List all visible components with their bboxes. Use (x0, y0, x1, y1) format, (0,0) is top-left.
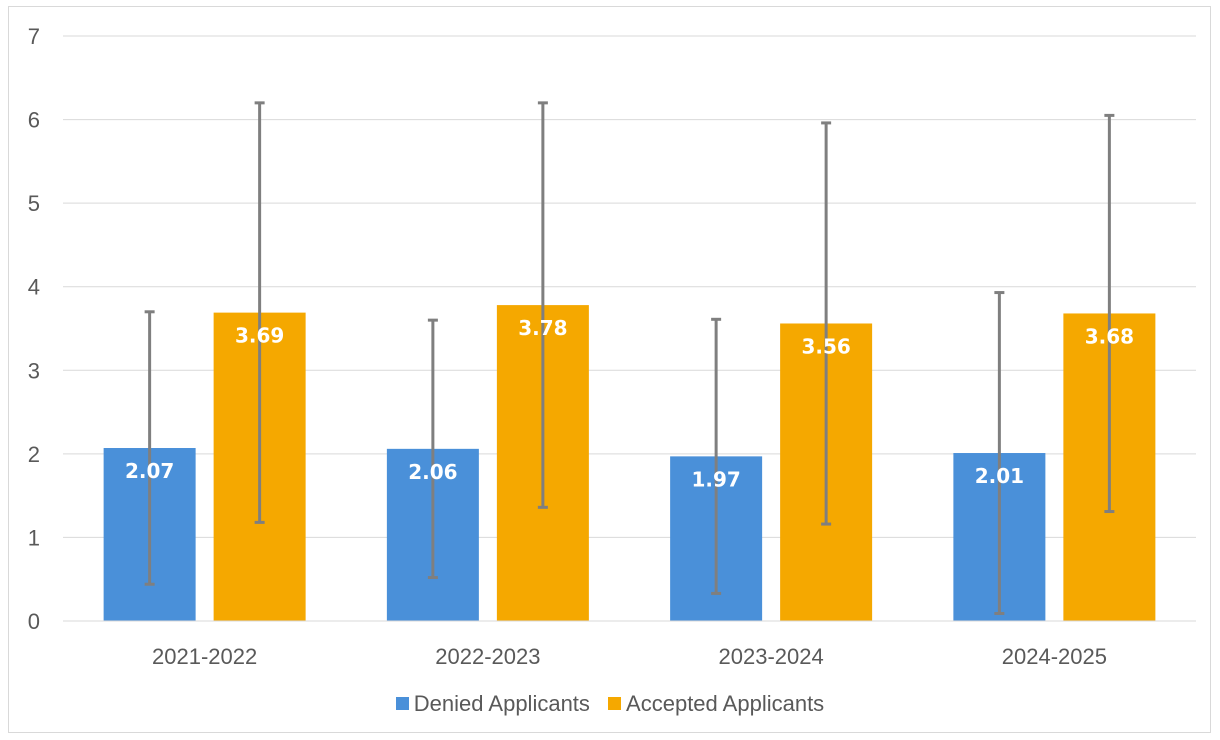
data-label-accepted-2024-2025: 3.68 (1085, 324, 1134, 348)
y-tick-label-0: 0 (28, 609, 40, 634)
legend: Denied Applicants Accepted Applicants (0, 690, 1220, 717)
legend-item-accepted: Accepted Applicants (608, 691, 824, 717)
x-tick-label-2023-2024: 2023-2024 (719, 644, 824, 669)
data-label-denied-2022-2023: 2.06 (408, 460, 457, 484)
x-tick-label-2022-2023: 2022-2023 (435, 644, 540, 669)
legend-label-accepted: Accepted Applicants (626, 690, 825, 716)
y-tick-label-2: 2 (28, 442, 40, 467)
data-label-denied-2024-2025: 2.01 (975, 464, 1024, 488)
y-tick-label-4: 4 (28, 275, 40, 300)
x-tick-label-2021-2022: 2021-2022 (152, 644, 257, 669)
data-label-denied-2021-2022: 2.07 (125, 459, 174, 483)
legend-item-denied: Denied Applicants (395, 690, 590, 717)
y-tick-label-3: 3 (28, 358, 40, 383)
y-tick-label-6: 6 (28, 108, 40, 133)
y-tick-label-5: 5 (28, 191, 40, 216)
y-tick-label-1: 1 (28, 525, 40, 550)
y-tick-label-7: 7 (28, 24, 40, 49)
data-label-denied-2023-2024: 1.97 (691, 467, 740, 491)
legend-swatch-denied (395, 697, 409, 710)
legend-swatch-accepted (608, 697, 622, 710)
data-label-accepted-2022-2023: 3.78 (518, 316, 567, 340)
x-tick-label-2024-2025: 2024-2025 (1002, 644, 1107, 669)
data-label-accepted-2023-2024: 3.56 (801, 334, 850, 358)
data-label-accepted-2021-2022: 3.69 (235, 324, 284, 348)
legend-label-denied: Denied Applicants (413, 690, 590, 716)
